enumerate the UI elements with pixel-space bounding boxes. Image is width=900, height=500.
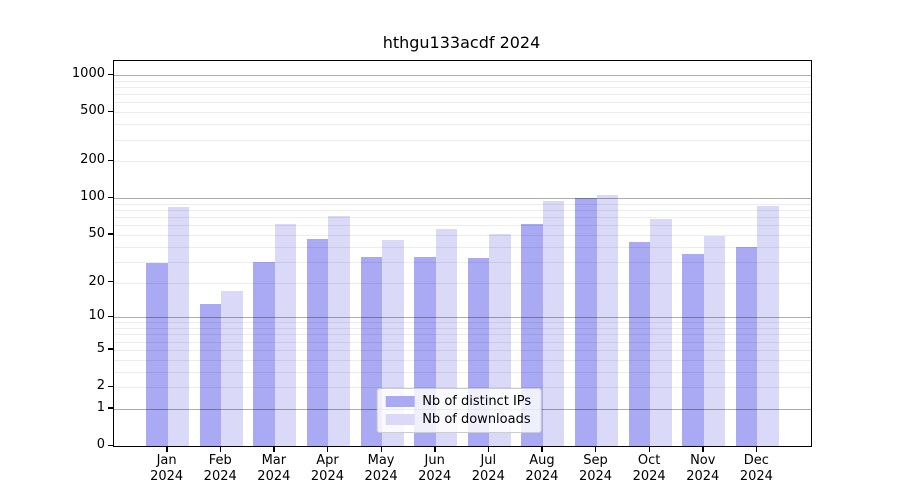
gridline-major	[114, 317, 811, 319]
gridline-minor	[114, 94, 811, 96]
y-tick-label: 20	[88, 273, 105, 289]
bar-downloads-oct	[650, 219, 672, 446]
legend-label-distinct-ips: Nb of distinct IPs	[422, 394, 532, 409]
bar-distinct-ips-jan	[146, 263, 168, 446]
bar-downloads-mar	[274, 223, 297, 446]
gridline-major	[114, 75, 811, 77]
gridline-minor	[114, 203, 811, 205]
x-tick-label-sep: Sep 2024	[578, 453, 613, 484]
y-tick-mark	[108, 281, 113, 283]
gridline-minor	[114, 261, 811, 263]
bar-downloads-dec	[757, 206, 779, 446]
y-tick-mark	[108, 159, 113, 162]
x-tick-label-jun: Jun 2024	[418, 453, 452, 484]
legend-swatch-distinct-ips	[385, 396, 415, 407]
gridline-minor	[114, 359, 811, 361]
gridline-minor	[114, 139, 811, 141]
bar-distinct-ips-mar	[253, 261, 275, 446]
gridline-minor	[114, 334, 811, 336]
x-tick-label-oct: Oct 2024	[632, 453, 666, 484]
x-tick-label-mar: Mar 2024	[257, 453, 291, 484]
bar-distinct-ips-oct	[628, 241, 651, 446]
y-tick-mark	[108, 385, 113, 387]
gridline-minor	[114, 349, 811, 351]
gridline-minor	[114, 112, 811, 114]
y-tick-mark	[108, 444, 113, 446]
bar-downloads-feb	[221, 290, 243, 446]
bar-distinct-ips-nov	[682, 253, 704, 446]
x-tick-label-apr: Apr 2024	[310, 453, 344, 484]
y-tick-label: 500	[80, 103, 105, 119]
bar-distinct-ips-apr	[307, 239, 329, 446]
x-tick-mark	[434, 446, 436, 452]
x-tick-mark	[380, 446, 382, 452]
y-tick-mark	[108, 73, 113, 75]
legend-label-downloads: Nb of downloads	[422, 412, 531, 427]
gridline-minor	[114, 328, 811, 330]
y-tick-mark	[108, 233, 113, 235]
y-tick-label: 2	[96, 378, 105, 394]
gridline-major	[114, 198, 811, 200]
y-tick-label: 50	[88, 225, 105, 241]
legend-entry-distinct-ips: Nb of distinct IPs	[385, 394, 531, 409]
bar-downloads-aug	[542, 200, 565, 446]
legend: Nb of distinct IPs Nb of downloads	[376, 388, 543, 433]
x-tick-label-jan: Jan 2024	[150, 453, 184, 484]
y-tick-label: 0	[96, 437, 105, 452]
y-tick-label: 1000	[71, 66, 105, 82]
x-tick-label-may: May 2024	[364, 453, 398, 484]
bar-downloads-sep	[596, 194, 618, 446]
y-tick-mark	[108, 315, 113, 318]
gridline-minor	[114, 371, 811, 373]
gridline-minor	[114, 341, 811, 343]
bar-downloads-apr	[328, 215, 350, 446]
bar-downloads-jan	[167, 206, 190, 446]
gridline-minor	[114, 282, 811, 284]
x-tick-label-nov: Nov 2024	[686, 453, 720, 484]
x-tick-mark	[326, 446, 329, 452]
gridline-minor	[114, 161, 811, 163]
x-tick-label-feb: Feb 2024	[203, 453, 237, 484]
x-tick-mark	[166, 446, 168, 452]
y-tick-label: 5	[96, 340, 105, 356]
bar-distinct-ips-dec	[735, 246, 758, 446]
x-tick-mark	[273, 446, 275, 452]
y-tick-label: 200	[80, 152, 105, 168]
x-tick-mark	[755, 446, 758, 452]
x-tick-label-jul: Jul 2024	[471, 453, 505, 484]
x-tick-mark	[541, 446, 543, 452]
gridline-minor	[114, 124, 811, 126]
gridline-minor	[114, 246, 811, 248]
gridline-minor	[114, 322, 811, 324]
legend-entry-downloads: Nb of downloads	[385, 412, 531, 427]
x-tick-mark	[702, 446, 704, 452]
gridline-minor	[114, 234, 811, 236]
gridline-minor	[114, 87, 811, 89]
bar-distinct-ips-feb	[199, 304, 222, 446]
plot-area: Nb of distinct IPs Nb of downloads	[113, 60, 812, 447]
y-tick-label: 100	[80, 189, 105, 205]
x-tick-mark	[487, 446, 490, 452]
y-tick-mark	[108, 348, 113, 350]
x-tick-mark	[648, 446, 651, 452]
y-tick-mark	[108, 110, 113, 113]
y-tick-label: 10	[88, 308, 105, 324]
bar-distinct-ips-sep	[575, 198, 597, 446]
y-tick-label: 1	[96, 399, 105, 415]
y-tick-mark	[108, 407, 113, 409]
x-tick-label-dec: Dec 2024	[739, 453, 773, 484]
y-tick-mark	[108, 196, 113, 199]
bar-downloads-nov	[703, 235, 726, 446]
chart-title: hthgu133acdf 2024	[382, 33, 541, 52]
gridline-minor	[114, 217, 811, 219]
gridline-minor	[114, 225, 811, 227]
x-tick-mark	[595, 446, 597, 452]
x-tick-label-aug: Aug 2024	[525, 453, 559, 484]
gridline-minor	[114, 80, 811, 82]
gridline-minor	[114, 102, 811, 104]
x-tick-mark	[219, 446, 222, 452]
gridline-minor	[114, 210, 811, 212]
legend-swatch-downloads	[385, 414, 415, 425]
